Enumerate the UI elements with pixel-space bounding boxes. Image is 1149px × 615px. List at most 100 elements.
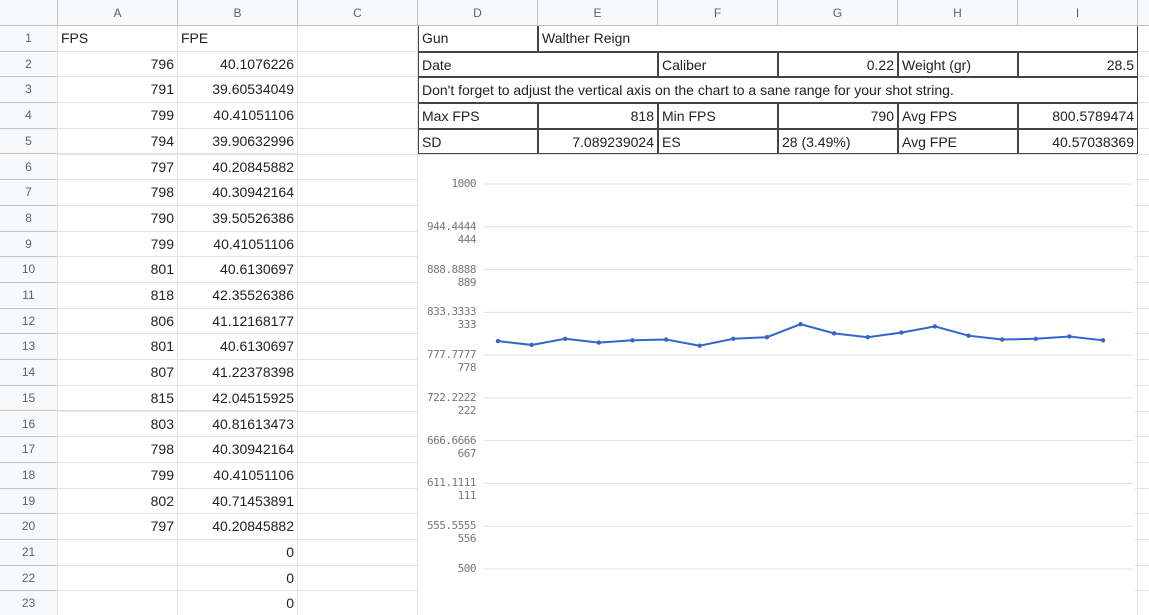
row-header[interactable]: 7	[0, 180, 58, 206]
row-header[interactable]: 6	[0, 154, 58, 181]
cell[interactable]: 806	[58, 308, 178, 335]
cell[interactable]: 794	[58, 128, 178, 155]
cell[interactable]: 42.35526386	[178, 283, 298, 309]
y-tick-label: 666.6666667	[427, 433, 476, 460]
cell[interactable]: 41.12168177	[178, 308, 298, 335]
cell[interactable]: 799	[58, 462, 178, 489]
row-header[interactable]: 16	[0, 411, 58, 438]
cell[interactable]: Min FPS	[658, 103, 778, 129]
cell[interactable]: 790	[778, 103, 898, 129]
cell[interactable]: 40.20845882	[178, 154, 298, 181]
cell[interactable]: Don't forget to adjust the vertical axis…	[418, 77, 1138, 104]
cell[interactable]: 802	[58, 488, 178, 515]
cell[interactable]: 40.41051106	[178, 462, 298, 489]
row-header[interactable]: 12	[0, 308, 58, 335]
cell[interactable]: 0	[178, 591, 298, 615]
cell[interactable]: 0.22	[778, 51, 898, 78]
cell[interactable]: Date	[418, 51, 658, 78]
row-header[interactable]: 18	[0, 462, 58, 489]
cell[interactable]: 41.22378398	[178, 360, 298, 386]
cell[interactable]: Walther Reign	[538, 26, 1138, 52]
cell[interactable]: Avg FPE	[898, 128, 1018, 155]
cell[interactable]: 801	[58, 257, 178, 283]
cell[interactable]: 790	[58, 205, 178, 232]
cell[interactable]: 7.089239024	[538, 128, 658, 155]
cell[interactable]: 807	[58, 360, 178, 386]
point	[1100, 338, 1106, 343]
cell[interactable]: 797	[58, 514, 178, 540]
row-header[interactable]: 10	[0, 257, 58, 283]
row-header[interactable]: 9	[0, 231, 58, 258]
row-header[interactable]: 15	[0, 385, 58, 412]
row-header[interactable]: 8	[0, 205, 58, 232]
cell[interactable]: 798	[58, 437, 178, 463]
cell[interactable]: 40.57038369	[1018, 128, 1138, 155]
cell[interactable]: 40.30942164	[178, 180, 298, 206]
row-header[interactable]: 5	[0, 128, 58, 155]
cell[interactable]: 40.41051106	[178, 103, 298, 129]
column-header[interactable]: B	[178, 0, 298, 26]
row-header[interactable]: 21	[0, 540, 58, 566]
row-header[interactable]: 13	[0, 334, 58, 361]
row-header[interactable]: 14	[0, 360, 58, 386]
cell[interactable]: FPS	[58, 26, 178, 52]
column-header[interactable]: D	[418, 0, 538, 26]
cell[interactable]: 39.90632996	[178, 128, 298, 155]
cell[interactable]: 28.5	[1018, 51, 1138, 78]
row-header[interactable]: 3	[0, 77, 58, 104]
cell[interactable]: 796	[58, 51, 178, 78]
cell[interactable]: 40.30942164	[178, 437, 298, 463]
cell[interactable]: Caliber	[658, 51, 778, 78]
row-header[interactable]: 4	[0, 103, 58, 129]
column-header[interactable]: E	[538, 0, 658, 26]
cell[interactable]: 815	[58, 385, 178, 412]
cell[interactable]: 803	[58, 411, 178, 438]
cell[interactable]: 799	[58, 231, 178, 258]
row-header[interactable]: 1	[0, 26, 58, 52]
cell[interactable]: Gun	[418, 26, 538, 52]
cell[interactable]: FPE	[178, 26, 298, 52]
cell[interactable]: 40.41051106	[178, 231, 298, 258]
cell[interactable]: 791	[58, 77, 178, 104]
cell[interactable]: 40.6130697	[178, 257, 298, 283]
cell[interactable]: 797	[58, 154, 178, 181]
cell[interactable]: 801	[58, 334, 178, 361]
cell[interactable]: 0	[178, 540, 298, 566]
column-header[interactable]: I	[1018, 0, 1138, 26]
row-header[interactable]: 11	[0, 283, 58, 309]
cell[interactable]: 39.50526386	[178, 205, 298, 232]
point	[966, 333, 971, 338]
cell[interactable]: Weight (gr)	[898, 51, 1018, 78]
cell[interactable]: 800.5789474	[1018, 103, 1138, 129]
cell[interactable]: Avg FPS	[898, 103, 1018, 129]
column-header[interactable]: F	[658, 0, 778, 26]
row-header[interactable]: 19	[0, 488, 58, 515]
column-header[interactable]: A	[58, 0, 178, 26]
cell[interactable]: 40.20845882	[178, 514, 298, 540]
row-header[interactable]: 22	[0, 565, 58, 592]
cell[interactable]: 40.1076226	[178, 51, 298, 78]
chart[interactable]	[418, 156, 1135, 615]
cell[interactable]: 39.60534049	[178, 77, 298, 104]
cell[interactable]: 818	[58, 283, 178, 309]
cell[interactable]: 798	[58, 180, 178, 206]
row-header[interactable]: 2	[0, 51, 58, 78]
cell[interactable]: 818	[538, 103, 658, 129]
row-header[interactable]: 23	[0, 591, 58, 615]
row-header[interactable]: 17	[0, 437, 58, 463]
column-header[interactable]: C	[298, 0, 418, 26]
cell[interactable]: 799	[58, 103, 178, 129]
cell[interactable]: ES	[658, 128, 778, 155]
column-header[interactable]: G	[778, 0, 898, 26]
cell[interactable]: 40.71453891	[178, 488, 298, 515]
cell[interactable]: Max FPS	[418, 103, 538, 129]
row-header[interactable]: 20	[0, 514, 58, 540]
cell[interactable]: 28 (3.49%)	[778, 128, 898, 155]
cell[interactable]: 42.04515925	[178, 385, 298, 412]
point	[529, 342, 534, 348]
column-header[interactable]: H	[898, 0, 1018, 26]
cell[interactable]: 40.81613473	[178, 411, 298, 438]
cell[interactable]: SD	[418, 128, 538, 155]
cell[interactable]: 40.6130697	[178, 334, 298, 361]
cell[interactable]: 0	[178, 565, 298, 592]
